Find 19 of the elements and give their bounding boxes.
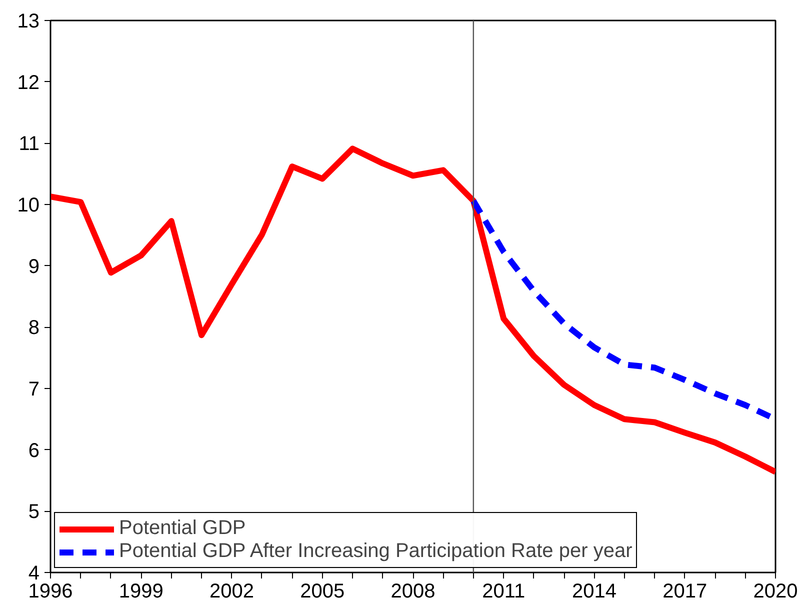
y-tick-label: 8 — [28, 317, 40, 340]
x-tick-label: 2014 — [572, 580, 617, 602]
y-tick-label: 7 — [28, 378, 40, 400]
x-tick-label: 2002 — [210, 580, 254, 602]
y-tick-label: 6 — [28, 440, 40, 462]
x-tick-label: 1999 — [118, 580, 164, 602]
y-tick-label: 11 — [18, 133, 40, 156]
y-tick-label: 5 — [28, 501, 40, 524]
x-tick-label: 2005 — [300, 580, 345, 602]
x-tick-label: 2017 — [662, 580, 708, 602]
x-tick-label: 2020 — [753, 580, 798, 602]
y-tick-label: 10 — [17, 194, 40, 216]
x-tick-label: 2011 — [482, 580, 526, 602]
x-tick-label: 2008 — [390, 580, 436, 602]
y-tick-label: 13 — [17, 10, 40, 32]
legend-label: Potential GDP — [119, 517, 246, 540]
y-tick-label: 12 — [17, 72, 40, 94]
y-tick-label: 9 — [28, 256, 40, 278]
legend-label: Potential GDP After Increasing Participation Rate per year — [119, 540, 632, 563]
